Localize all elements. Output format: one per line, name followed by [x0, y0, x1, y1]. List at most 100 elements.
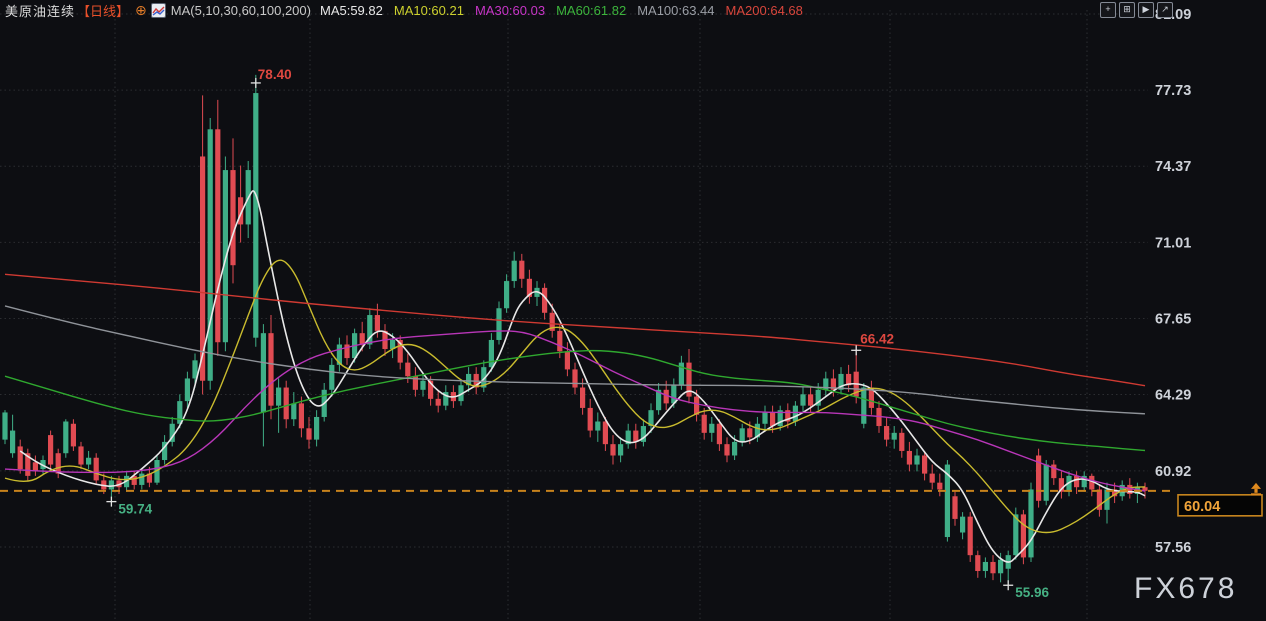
candle-up	[891, 432, 897, 440]
candle-up	[815, 389, 821, 406]
candle-down	[268, 333, 274, 406]
candle-down	[1089, 475, 1095, 490]
candle-down	[884, 426, 890, 440]
candle-up	[488, 339, 494, 368]
candle-down	[770, 412, 776, 427]
candle-up	[192, 360, 198, 379]
candle-up	[63, 421, 69, 454]
candle-down	[215, 129, 221, 343]
candle-down	[633, 430, 639, 442]
ma-params-label: MA(5,10,30,60,100,200)	[170, 2, 311, 18]
candle-up	[1043, 464, 1049, 501]
candle-down	[967, 516, 973, 556]
candle-down	[1127, 484, 1133, 494]
candle-down	[868, 387, 874, 408]
candle-up	[595, 421, 601, 431]
candle-up	[640, 426, 646, 442]
candle-up	[504, 281, 510, 309]
candle-down	[238, 197, 244, 225]
candle-up	[458, 385, 464, 402]
candle-down	[78, 446, 84, 465]
candle-down	[663, 389, 669, 404]
candle-down	[93, 457, 99, 481]
candle-up	[162, 441, 168, 461]
y-axis-label: 74.37	[1155, 159, 1191, 175]
candle-up	[314, 416, 320, 440]
candle-up	[154, 460, 160, 483]
candle-down	[830, 378, 836, 390]
export-icon[interactable]: ↗	[1157, 2, 1173, 18]
candle-down	[716, 423, 722, 445]
candle-down	[747, 428, 753, 438]
ma30-legend: MA30:60.03	[474, 2, 546, 18]
ma10-legend: MA10:60.21	[393, 2, 464, 18]
extreme-price-label: 59.74	[118, 502, 152, 517]
candle-down	[1051, 464, 1057, 479]
candle-down	[306, 428, 312, 440]
period-label[interactable]: 【日线】	[77, 3, 130, 19]
ma10-line	[4, 259, 1146, 534]
candle-down	[906, 450, 912, 465]
y-axis-label: 60.92	[1155, 464, 1191, 480]
candle-up	[222, 170, 228, 343]
crosshair-icon[interactable]: +	[1100, 2, 1116, 18]
extreme-price-label: 66.42	[860, 331, 894, 346]
candle-down	[610, 444, 616, 456]
ma200-legend: MA200:64.68	[725, 2, 803, 18]
candle-down	[70, 423, 76, 447]
candle-down	[298, 403, 304, 429]
candle-down	[146, 473, 152, 483]
candle-down	[519, 260, 525, 279]
candle-up	[1066, 475, 1072, 492]
candle-down	[32, 462, 38, 472]
candle-up	[139, 473, 145, 485]
candle-up	[762, 412, 768, 424]
candle-down	[975, 555, 981, 572]
candle-up	[709, 423, 715, 433]
toolbar: 美原油连续 【日线】 ⊕ MA(5,10,30,60,100,200) MA5:…	[0, 0, 1266, 20]
candle-down	[397, 339, 403, 363]
y-axis-label: 57.56	[1155, 540, 1191, 556]
candle-up	[329, 364, 335, 390]
candle-down	[359, 333, 365, 345]
watermark: FX678	[1134, 572, 1237, 605]
candle-down	[230, 170, 236, 266]
candle-down	[1096, 489, 1102, 510]
panel-layout-icon[interactable]: ⊞	[1119, 2, 1135, 18]
candle-up	[861, 387, 867, 424]
candle-down	[131, 475, 137, 485]
candle-down	[899, 432, 905, 451]
ma30-line	[4, 330, 1146, 492]
candle-down	[435, 398, 441, 406]
candle-down	[344, 344, 350, 359]
candle-up	[481, 367, 487, 388]
last-price-tag-box	[1177, 494, 1263, 517]
candle-up	[1081, 475, 1087, 488]
price-up-arrow-icon	[1251, 493, 1261, 496]
candle-up	[291, 403, 297, 420]
kline-chart-icon[interactable]	[150, 2, 166, 18]
candle-down	[405, 362, 411, 377]
extreme-price-label: 78.40	[258, 67, 292, 82]
candle-up	[253, 93, 259, 338]
candle-up	[678, 362, 684, 386]
candle-down	[1036, 455, 1042, 501]
candle-down	[526, 278, 532, 297]
candle-up	[777, 410, 783, 427]
candle-down	[428, 380, 434, 399]
kline-chart-icon-art	[152, 6, 165, 16]
candle-down	[374, 315, 380, 331]
circle-plus-icon[interactable]: ⊕	[135, 1, 147, 18]
candle-down	[1142, 487, 1148, 491]
candle-up	[1013, 514, 1019, 556]
ma5-line	[19, 190, 1146, 563]
ma5-legend: MA5:59.82	[319, 2, 383, 18]
play-chart-icon[interactable]: ▶	[1138, 2, 1154, 18]
candle-up	[754, 423, 760, 438]
ma60-legend: MA60:61.82	[556, 2, 627, 18]
candle-up	[169, 423, 175, 442]
candle-down	[929, 473, 935, 483]
price-up-arrow-icon	[1254, 488, 1258, 493]
ma100-line	[4, 305, 1146, 415]
